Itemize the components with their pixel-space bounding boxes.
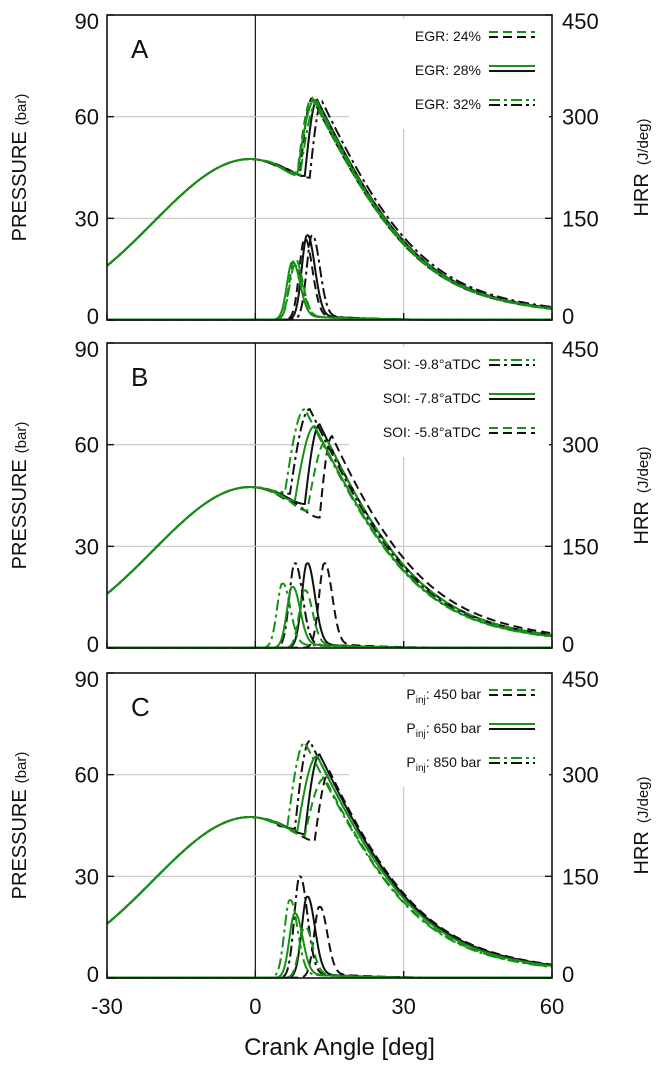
y-tick-label-right: 450: [562, 337, 599, 362]
y-axis-label-right: HRR (J/deg): [631, 118, 653, 216]
plot-frame: [106, 14, 553, 321]
y-tick-label-right: 0: [562, 304, 574, 329]
hrr-line: [107, 234, 552, 321]
hrr-line: [107, 905, 552, 979]
legend-label-rest: : 850 bar: [426, 754, 482, 770]
y-axis-label-right: HRR (J/deg): [631, 776, 653, 874]
hrr-line: [107, 898, 552, 979]
y-tick-label-right: 150: [562, 206, 599, 231]
legend-label-sub: inj: [416, 729, 426, 740]
y-tick-label-right: 0: [562, 962, 574, 987]
y-axis-label-right-main: HRR: [631, 173, 653, 216]
y-tick-label-right: 0: [562, 632, 574, 657]
panel-label: C: [131, 692, 150, 722]
legend-label: Pinj: 450 bar: [406, 686, 481, 706]
y-axis-label-right: HRR (J/deg): [631, 446, 653, 544]
hrr-line: [107, 234, 552, 321]
legend-label-main: P: [406, 686, 415, 702]
y-axis-label-right-main: HRR: [631, 501, 653, 544]
legend-box: [349, 19, 549, 129]
y-axis-label-left-main: PRESSURE: [9, 131, 31, 241]
y-axis-label-left-main: PRESSURE: [9, 789, 31, 899]
pressure-line: [106, 407, 553, 637]
chart-panel-c: 03060900150300450CPRESSURE(bar)HRR(J/deg…: [9, 667, 653, 1061]
legend-label-sub: inj: [416, 695, 426, 706]
legend-label: SOI: -9.8°aTDC: [383, 356, 481, 372]
pressure-line: [106, 754, 553, 967]
pressure-line: [106, 100, 553, 310]
y-tick-label-right: 150: [562, 534, 599, 559]
y-axis-label-left-unit: (bar): [13, 422, 30, 454]
legend-label-main: P: [406, 754, 415, 770]
y-tick-label-left: 90: [75, 9, 99, 34]
x-tick-label: 30: [391, 994, 415, 1019]
x-tick-label: 60: [540, 994, 564, 1019]
hrr-line: [107, 895, 552, 979]
y-tick-label-left: 90: [75, 337, 99, 362]
y-tick-label-right: 450: [562, 9, 599, 34]
y-tick-label-right: 300: [562, 763, 599, 788]
y-axis-label-right-unit: (J/deg): [635, 118, 652, 165]
legend-label: Pinj: 650 bar: [406, 720, 481, 740]
y-tick-label-left: 60: [75, 105, 99, 130]
legend-label-rest: : 650 bar: [426, 720, 482, 736]
pressure-line: [106, 434, 553, 635]
y-tick-label-left: 30: [75, 864, 99, 889]
x-tick-label: -30: [91, 994, 123, 1019]
pressure-line: [106, 98, 553, 310]
chart-panel-a: 0 30 60 90 0 150 300 450 A PRESSURE (bar) HRR (J/deg…: [9, 9, 653, 329]
y-tick-label-left: 30: [75, 206, 99, 231]
legend-label: SOI: -7.8°aTDC: [383, 390, 481, 406]
y-axis-label-left-unit: (bar): [13, 752, 30, 784]
legend-label: EGR: 28%: [415, 62, 481, 78]
plot-frame: [106, 342, 553, 649]
x-tick-label: 0: [249, 994, 261, 1019]
pressure-line: [106, 776, 553, 968]
legend-label-sub: inj: [416, 763, 426, 774]
legend-label: EGR: 24%: [415, 28, 481, 44]
pressure-line: [106, 741, 553, 968]
y-tick-label-right: 150: [562, 864, 599, 889]
pressure-line: [106, 98, 553, 309]
legend-label-main: P: [406, 720, 415, 736]
y-tick-label-right: 450: [562, 667, 599, 692]
y-tick-label-left: 0: [87, 632, 99, 657]
hrr-line: [107, 875, 552, 979]
y-axis-label-left: PRESSURE (bar): [9, 94, 31, 242]
hrr-line: [107, 582, 552, 649]
y-tick-label-left: 0: [87, 962, 99, 987]
y-axis-label-left: PRESSURE (bar): [9, 422, 31, 570]
pressure-line: [106, 438, 553, 637]
legend-label: Pinj: 850 bar: [406, 754, 481, 774]
y-tick-label-left: 0: [87, 304, 99, 329]
hrr-line: [107, 562, 552, 649]
legend-label: SOI: -5.8°aTDC: [383, 424, 481, 440]
y-tick-label-right: 300: [562, 433, 599, 458]
panel-label: B: [131, 362, 148, 392]
y-axis-label-right-main: HRR: [631, 831, 653, 874]
y-axis-label-left-unit: (bar): [13, 94, 30, 126]
x-axis-label: Crank Angle [deg]: [244, 1034, 435, 1061]
y-tick-label-left: 30: [75, 534, 99, 559]
y-tick-label-left: 60: [75, 433, 99, 458]
plot-frame: [106, 672, 553, 979]
panel-label: A: [131, 34, 149, 64]
hrr-line: [107, 589, 552, 649]
legend-box: [349, 677, 549, 787]
pressure-line: [106, 99, 553, 309]
legend-label-rest: : 450 bar: [426, 686, 482, 702]
pressure-line: [106, 769, 553, 966]
y-tick-label-left: 60: [75, 763, 99, 788]
y-tick-label-left: 90: [75, 667, 99, 692]
y-axis-label-right-unit: (J/deg): [635, 446, 652, 493]
y-axis-label-left-main: PRESSURE: [9, 459, 31, 569]
y-tick-label-right: 300: [562, 105, 599, 130]
hrr-line: [107, 585, 552, 649]
hrr-line: [107, 237, 552, 321]
y-axis-label-right-unit: (J/deg): [635, 776, 652, 823]
y-axis-label-left: PRESSURE (bar): [9, 752, 31, 900]
legend-label: EGR: 32%: [415, 96, 481, 112]
chart-panel-b: 0 30 60 90 0 150 300 450 B PRESSURE (bar) HRR (J/deg…: [9, 337, 653, 657]
